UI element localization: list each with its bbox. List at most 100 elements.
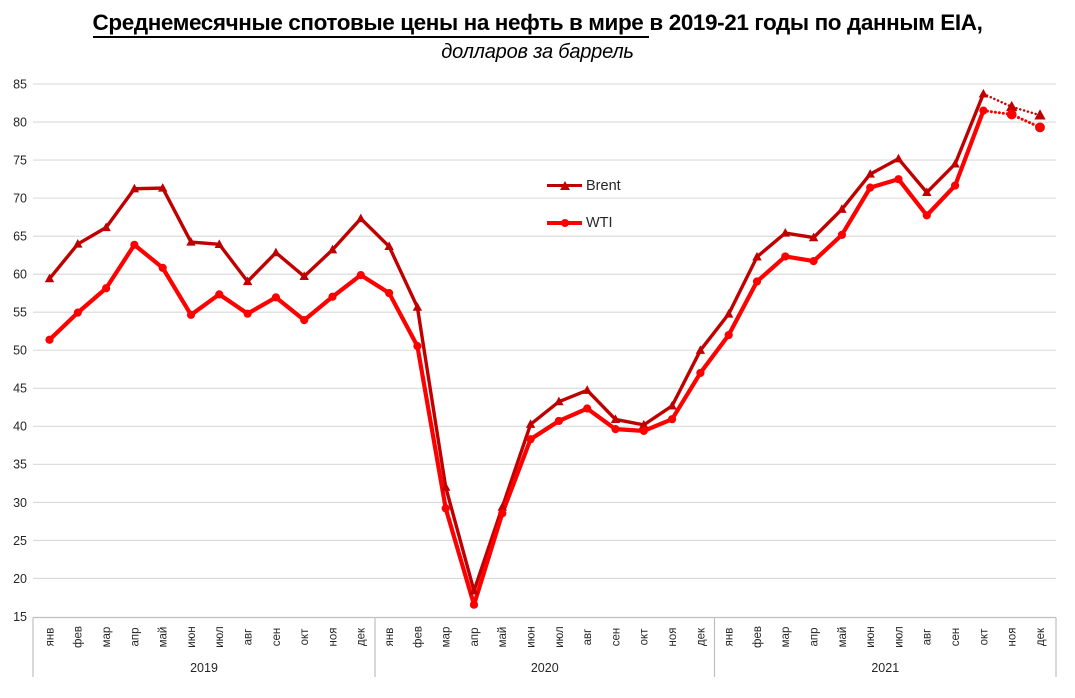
data-point-wti (328, 292, 337, 301)
month-label: окт (299, 628, 311, 646)
month-label: дек (1035, 627, 1047, 646)
month-label: сен (271, 628, 283, 647)
data-point-brent (978, 88, 989, 98)
data-point-wti (781, 252, 790, 261)
year-label: 2019 (190, 661, 218, 675)
month-label: окт (978, 628, 990, 646)
y-tick-label: 30 (13, 496, 27, 510)
month-label: апр (809, 627, 821, 646)
data-point-brent (554, 396, 564, 406)
data-point-wti (1006, 109, 1017, 120)
month-label: май (837, 627, 849, 648)
month-label: мар (441, 627, 453, 648)
data-point-wti (186, 310, 196, 319)
chart-subtitle: долларов за баррель (441, 41, 634, 63)
data-point-wti (837, 230, 847, 239)
y-tick-label: 45 (13, 382, 27, 396)
data-point-brent (922, 187, 932, 197)
y-tick-label: 40 (13, 420, 27, 434)
data-point-wti (441, 504, 450, 513)
y-tick-label: 50 (13, 344, 27, 358)
data-point-brent (441, 482, 451, 491)
data-point-brent (1034, 109, 1046, 120)
data-point-brent (327, 244, 338, 254)
month-label: май (158, 627, 170, 648)
chart-title-line1: Среднемесячные спотовые цены на нефть в … (0, 9, 1075, 38)
month-label: окт (639, 628, 651, 646)
data-point-brent (186, 237, 196, 246)
data-point-brent (752, 251, 762, 261)
month-label: мар (101, 627, 113, 648)
chart-legend: Brent WTI (547, 176, 621, 250)
y-tick-label: 80 (13, 115, 27, 129)
month-label: фев (73, 626, 85, 648)
brent-triangle-icon (547, 179, 582, 193)
month-label: июл (214, 626, 226, 648)
y-tick-label: 35 (13, 458, 27, 472)
month-label: авг (582, 629, 594, 646)
data-point-brent (724, 308, 734, 318)
data-point-brent (582, 385, 592, 394)
y-tick-label: 85 (13, 77, 27, 91)
data-point-wti (951, 181, 960, 190)
data-point-brent (497, 502, 507, 511)
month-label: ноя (667, 628, 679, 647)
data-point-brent (639, 419, 649, 429)
month-label: янв (724, 628, 736, 647)
data-point-wti (158, 263, 167, 272)
data-point-brent (893, 153, 904, 163)
month-label: авг (243, 629, 255, 646)
legend-item-brent: Brent (547, 176, 621, 195)
month-label: июн (865, 626, 877, 647)
data-point-brent (356, 213, 366, 223)
data-point-brent (1006, 100, 1018, 112)
data-point-wti (554, 416, 564, 426)
data-point-brent (610, 414, 621, 424)
month-label: июн (186, 626, 198, 647)
data-point-wti (583, 404, 592, 413)
chart-title-underlined-part: Среднемесячные спотовые цены на нефть в … (92, 10, 650, 38)
series-line-brent (47, 92, 986, 593)
data-point-wti (356, 270, 365, 280)
data-point-wti (243, 309, 252, 318)
data-point-wti (469, 600, 479, 609)
month-label: май (497, 627, 509, 648)
data-point-brent (950, 158, 960, 168)
month-label: июл (893, 626, 905, 648)
data-point-wti (696, 368, 705, 378)
month-label: ноя (1007, 628, 1019, 647)
y-tick-label: 25 (13, 534, 27, 548)
data-point-wti (271, 293, 280, 302)
month-label: янв (44, 628, 56, 647)
data-point-wti (866, 183, 875, 192)
data-point-wti (300, 316, 309, 325)
chart-title-rest-part: в 2019-21 годы по данным EIA, (649, 10, 983, 35)
legend-label-wti: WTI (586, 214, 613, 231)
data-point-brent (469, 585, 479, 595)
data-point-wti (73, 308, 82, 317)
month-label: июн (526, 626, 538, 647)
data-point-brent (73, 239, 83, 248)
data-point-wti (922, 211, 931, 220)
data-point-brent (271, 247, 281, 257)
data-point-wti (724, 330, 733, 340)
data-point-wti (45, 335, 54, 344)
month-label: янв (384, 628, 396, 647)
y-tick-label: 70 (13, 191, 27, 205)
data-point-brent (44, 273, 55, 283)
data-point-brent (865, 169, 875, 178)
data-point-wti (668, 415, 677, 424)
y-tick-label: 60 (13, 268, 27, 282)
data-point-wti (809, 257, 818, 266)
wti-circle-icon (547, 216, 582, 230)
data-point-wti (215, 290, 224, 299)
data-point-wti (979, 106, 988, 115)
data-point-wti (413, 342, 422, 351)
data-point-brent (837, 204, 847, 213)
data-point-brent (299, 271, 309, 280)
legend-item-wti: WTI (547, 213, 621, 232)
month-label: ноя (327, 628, 339, 647)
data-point-wti (498, 509, 507, 518)
data-point-brent (695, 345, 706, 354)
data-point-wti (130, 240, 139, 249)
